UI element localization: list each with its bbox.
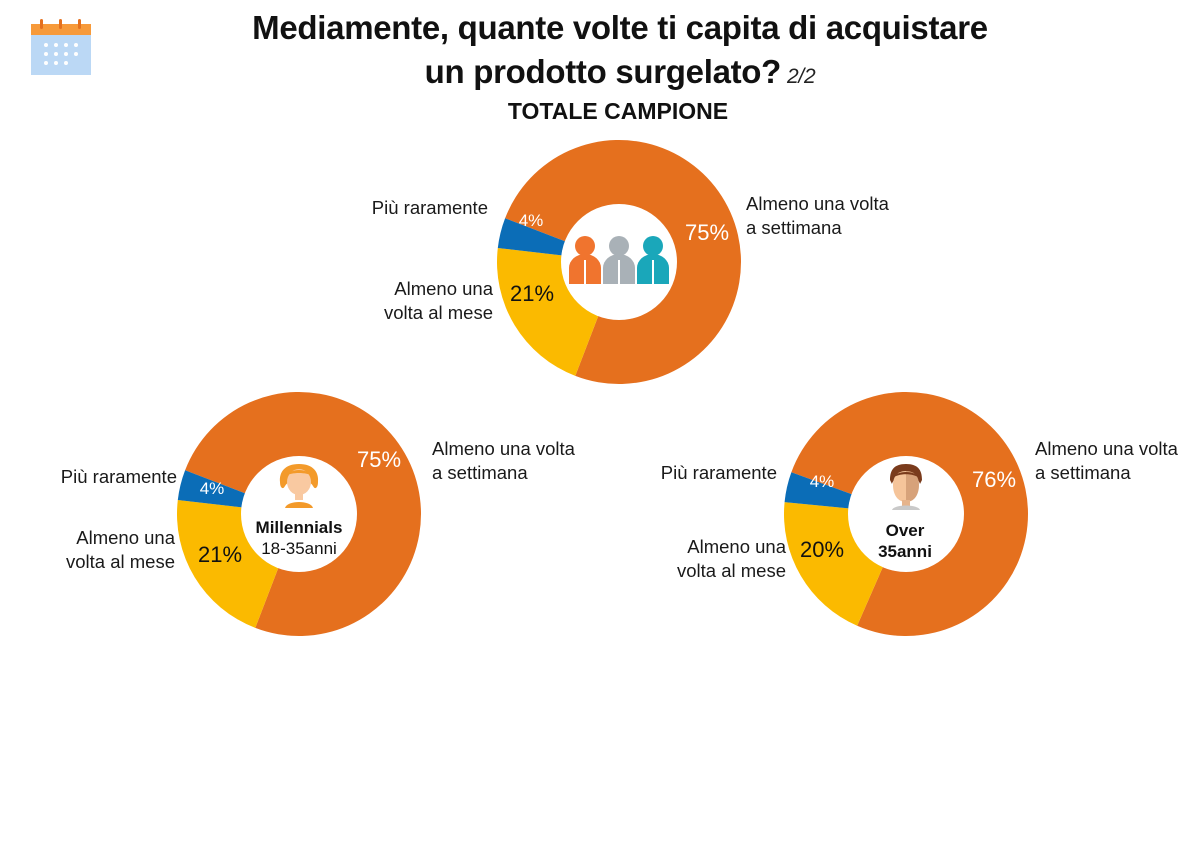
donut-chart-millennials: 75% 21% 4% bbox=[177, 392, 421, 637]
label-line: Almeno una bbox=[394, 278, 493, 299]
value-label-rarely: 4% bbox=[200, 479, 225, 498]
value-label-monthly: 21% bbox=[510, 281, 554, 306]
label-weekly-over35: Almeno una volta a settimana bbox=[1035, 437, 1178, 485]
label-line: Almeno una volta bbox=[1035, 438, 1178, 459]
label-weekly-total: Almeno una volta a settimana bbox=[746, 192, 889, 240]
value-label-weekly: 75% bbox=[685, 220, 729, 245]
chart-title-total: TOTALE CAMPIONE bbox=[507, 98, 729, 124]
label-line: Almeno una bbox=[687, 536, 786, 557]
donut-hole bbox=[241, 456, 357, 572]
label-rarely-millennials: Più raramente bbox=[20, 465, 177, 489]
label-line: a settimana bbox=[746, 217, 842, 238]
label-line: Almeno una volta bbox=[746, 193, 889, 214]
value-label-rarely: 4% bbox=[810, 472, 835, 491]
value-label-weekly: 75% bbox=[357, 447, 401, 472]
label-line: Più raramente bbox=[60, 466, 177, 487]
center-label-over35: Over 35anni bbox=[850, 520, 960, 562]
label-rarely-over35: Più raramente bbox=[600, 461, 777, 485]
title-line-2: un prodotto surgelato? bbox=[424, 53, 782, 90]
label-rarely-total: Più raramente bbox=[300, 196, 488, 220]
young-person-icon bbox=[279, 464, 319, 508]
label-line: volta al mese bbox=[66, 551, 175, 572]
center-label-line: 35anni bbox=[878, 542, 932, 561]
adult-man-icon bbox=[890, 464, 922, 510]
label-monthly-millennials: Almeno una volta al mese bbox=[20, 526, 175, 574]
center-label-line: Over bbox=[885, 521, 925, 540]
donut-chart-over35: 76% 20% 4% bbox=[783, 392, 1029, 637]
center-label-millennials: Millennials 18-35anni bbox=[235, 517, 363, 559]
label-line: Più raramente bbox=[371, 197, 488, 218]
people-group-icon bbox=[569, 236, 669, 284]
label-line: Almeno una volta bbox=[432, 438, 575, 459]
value-label-monthly: 20% bbox=[800, 537, 844, 562]
center-label-line: 18-35anni bbox=[261, 539, 337, 558]
center-label-line: Millennials bbox=[255, 518, 343, 537]
value-label-rarely: 4% bbox=[519, 211, 544, 230]
label-line: Almeno una bbox=[76, 527, 175, 548]
value-label-weekly: 76% bbox=[972, 467, 1016, 492]
page-indicator: 2/2 bbox=[787, 65, 816, 88]
label-weekly-millennials: Almeno una volta a settimana bbox=[432, 437, 575, 485]
label-line: volta al mese bbox=[384, 302, 493, 323]
label-line: a settimana bbox=[432, 462, 528, 483]
title-line-1: Mediamente, quante volte ti capita di ac… bbox=[252, 9, 988, 46]
label-line: volta al mese bbox=[677, 560, 786, 581]
label-monthly-over35: Almeno una volta al mese bbox=[600, 535, 786, 583]
page-title: Mediamente, quante volte ti capita di ac… bbox=[160, 6, 1080, 99]
donut-hole bbox=[848, 456, 964, 572]
value-label-monthly: 21% bbox=[198, 542, 242, 567]
calendar-icon bbox=[31, 19, 91, 75]
label-line: a settimana bbox=[1035, 462, 1131, 483]
label-line: Più raramente bbox=[660, 462, 777, 483]
label-monthly-total: Almeno una volta al mese bbox=[300, 277, 493, 325]
donut-chart-total: 75% 21% 4% bbox=[497, 140, 741, 385]
